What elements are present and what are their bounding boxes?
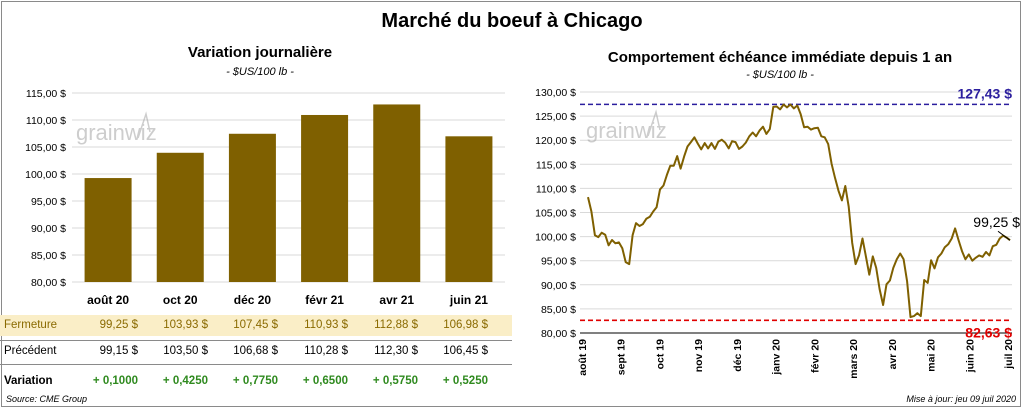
table-cell: 110,93 $ — [304, 319, 348, 331]
watermark-spark-icon — [137, 111, 151, 139]
source-note: Source: CME Group — [6, 394, 88, 404]
x-tick-label: févr 21 — [305, 293, 344, 307]
row-label-previous: Précédent — [4, 345, 57, 357]
table-cell: 106,68 $ — [233, 345, 278, 357]
x-tick-label: sept 19 — [616, 339, 628, 375]
y-tick-label: 125,00 $ — [535, 111, 576, 123]
grainwiz-watermark: grainwiz — [586, 109, 667, 143]
main-title: Marché du boeuf à Chicago — [381, 10, 643, 32]
y-tick-label: 80,00 $ — [541, 328, 576, 340]
y-tick-label: 90,00 $ — [541, 280, 576, 292]
update-note: Mise à jour: jeu 09 juil 2020 — [906, 394, 1016, 404]
bar — [156, 152, 204, 282]
y-tick-label: 105,00 $ — [535, 208, 576, 220]
table-row-previous: Précédent 99,15 $ 103,50 $ 106,68 $ 110,… — [0, 340, 512, 365]
table-cell: 103,50 $ — [163, 345, 208, 357]
last-value-leader — [997, 230, 1011, 241]
table-cell: 107,45 $ — [233, 319, 278, 331]
x-tick-label: juin 21 — [449, 293, 488, 307]
left-chart-title: Variation journalière — [187, 44, 333, 61]
y-tick-label: 95,00 $ — [31, 196, 66, 208]
bar — [373, 104, 421, 282]
table-cell: 99,25 $ — [99, 319, 138, 331]
y-tick-label: 85,00 $ — [541, 304, 576, 316]
y-tick-label: 90,00 $ — [31, 223, 66, 235]
x-tick-label: oct 20 — [163, 293, 198, 307]
y-tick-label: 80,00 $ — [31, 277, 66, 289]
y-tick-label: 115,00 $ — [26, 88, 66, 100]
right-chart-unit: - $US/100 lb - — [746, 69, 814, 81]
x-tick-label: août 20 — [87, 293, 129, 307]
bar — [84, 178, 132, 282]
watermark-text: grainwiz — [76, 120, 157, 145]
table-cell: + 0,5250 — [442, 375, 488, 387]
bar — [228, 133, 276, 282]
table-cell: + 0,7750 — [232, 375, 278, 387]
x-tick-label: nov 19 — [693, 339, 705, 372]
right-chart-title: Comportement échéance immédiate depuis 1… — [607, 49, 953, 66]
left-chart-unit: - $US/100 lb - — [226, 66, 294, 78]
table-cell: 110,28 $ — [304, 345, 348, 357]
x-tick-label: juin 20 — [964, 339, 976, 373]
x-tick-label: déc 19 — [732, 339, 744, 372]
x-tick-label: août 19 — [577, 339, 589, 376]
row-label-close: Fermeture — [4, 319, 58, 331]
table-cell: + 0,5750 — [372, 375, 418, 387]
line-chart: 80,00 $ 85,00 $ 90,00 $ 95,00 $ 100,00 $ 105,… — [535, 85, 1020, 379]
table-cell: 112,30 $ — [374, 345, 418, 357]
table-row-close: Fermeture 99,25 $ 103,93 $ 107,45 $ 110,… — [0, 315, 512, 336]
x-tick-label: juil 20 — [1003, 339, 1015, 370]
y-tick-label: 100,00 $ — [25, 169, 66, 181]
price-series-line — [587, 103, 1011, 319]
table-cell: 112,88 $ — [374, 319, 418, 331]
y-tick-label: 120,00 $ — [535, 135, 576, 147]
bar — [445, 136, 493, 282]
x-tick-label: janv 20 — [771, 339, 783, 376]
table-cell: + 0,4250 — [162, 375, 208, 387]
x-tick-label: févr 20 — [809, 339, 821, 373]
table-cell: 103,93 $ — [163, 319, 208, 331]
y-tick-label: 110,00 $ — [26, 115, 66, 127]
y-tick-label: 105,00 $ — [25, 142, 66, 154]
row-label-variation: Variation — [4, 375, 53, 387]
bar — [301, 114, 349, 282]
reference-line-label: 127,43 $ — [958, 85, 1013, 101]
grainwiz-watermark: grainwiz — [76, 111, 157, 145]
watermark-spark-icon — [647, 109, 661, 137]
y-tick-label: 95,00 $ — [541, 256, 576, 268]
x-tick-label: oct 19 — [654, 339, 666, 370]
table-cell: + 0,1000 — [92, 375, 138, 387]
x-tick-label: mai 20 — [926, 339, 938, 372]
y-tick-label: 85,00 $ — [31, 250, 66, 262]
watermark-text: grainwiz — [586, 118, 667, 143]
y-tick-label: 130,00 $ — [535, 87, 576, 99]
y-tick-label: 115,00 $ — [536, 159, 576, 171]
reference-line-label: 82,63 $ — [965, 324, 1012, 340]
table-cell: 106,45 $ — [443, 345, 488, 357]
x-tick-label: avr 21 — [379, 293, 414, 307]
table-cell: 106,98 $ — [443, 319, 488, 331]
y-tick-label: 110,00 $ — [536, 183, 576, 195]
y-tick-label: 100,00 $ — [535, 232, 576, 244]
last-value-label: 99,25 $ — [973, 214, 1020, 230]
table-cell: + 0,6500 — [302, 375, 348, 387]
bar-chart: 80,00 $ 85,00 $ 90,00 $ 95,00 $ 100,00 $ 105,… — [25, 88, 505, 307]
x-tick-label: mars 20 — [848, 339, 860, 379]
table-row-variation: Variation + 0,1000 + 0,4250 + 0,7750 + 0… — [0, 371, 512, 392]
table-cell: 99,15 $ — [99, 345, 138, 357]
x-tick-label: avr 20 — [887, 339, 899, 370]
x-tick-label: déc 20 — [234, 293, 272, 307]
